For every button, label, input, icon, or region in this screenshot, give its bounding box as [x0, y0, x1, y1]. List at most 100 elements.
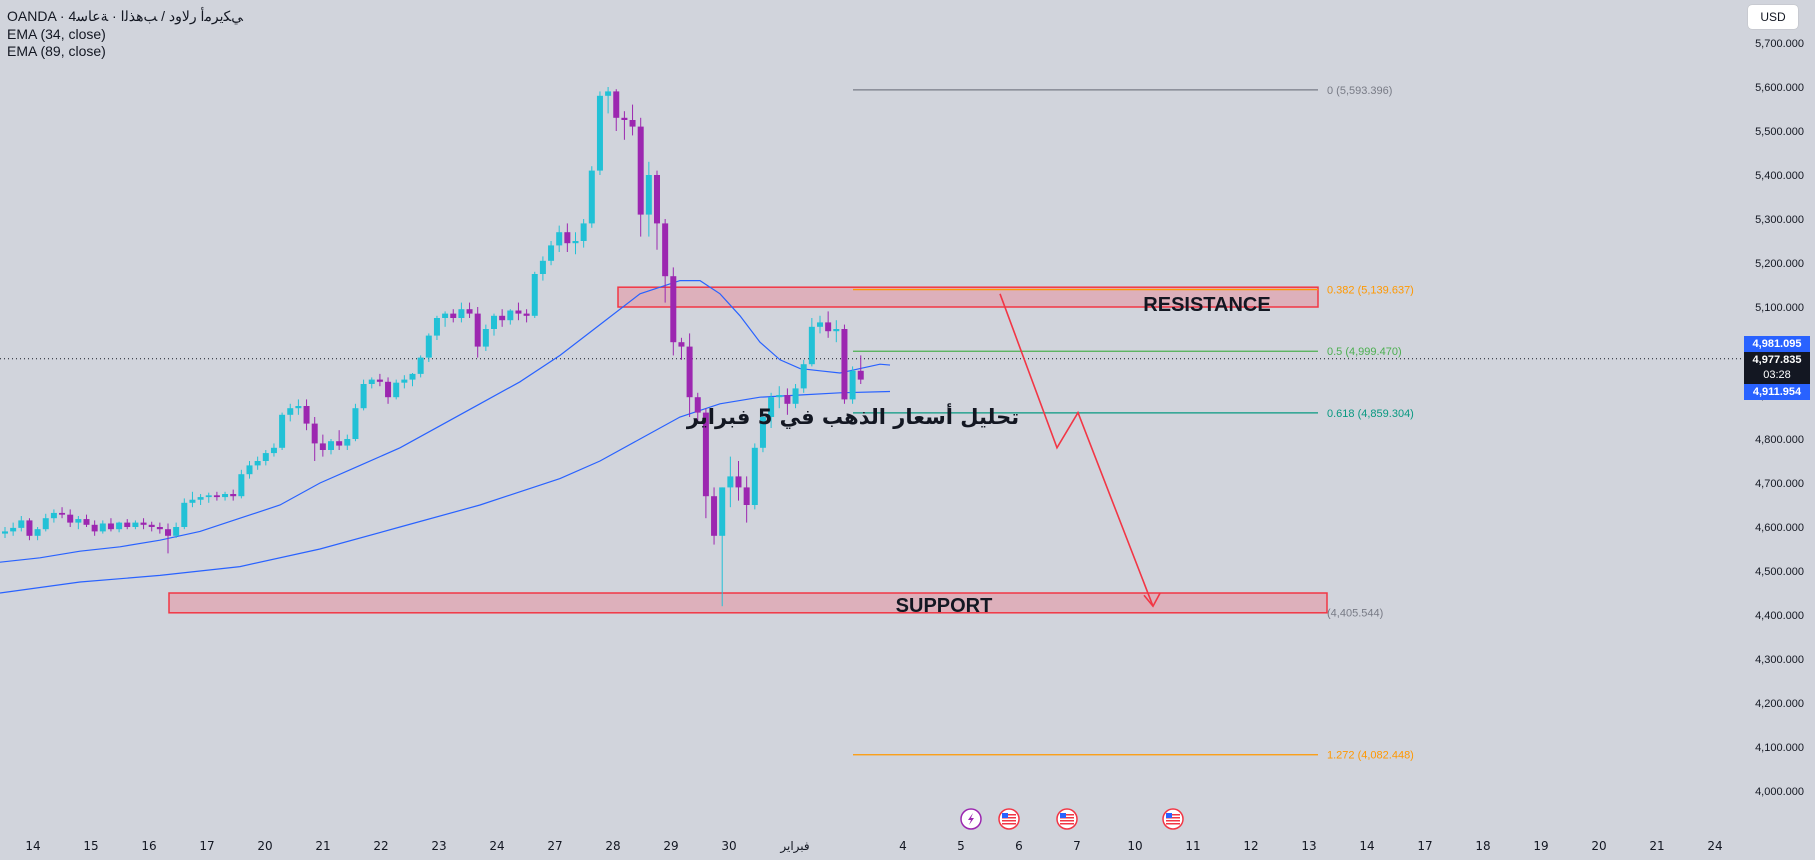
candle-body	[727, 476, 734, 488]
us-flag-icon[interactable]	[1056, 808, 1078, 830]
flag-stripe	[1060, 823, 1074, 825]
us-flag-icon[interactable]	[1162, 808, 1184, 830]
candle-body	[409, 373, 416, 380]
x-tick-label: فبراير	[779, 839, 809, 854]
x-tick-label: 10	[1127, 839, 1142, 853]
x-tick-label: 23	[431, 839, 446, 853]
x-tick-label: 11	[1185, 839, 1200, 853]
candle-body	[768, 397, 775, 417]
candle-body	[548, 245, 555, 261]
x-tick-label: 17	[199, 839, 214, 853]
chart-title: تحليل أسعار الذهب في 5 فبراير	[686, 402, 1019, 429]
projection-arrowhead	[1143, 592, 1161, 608]
currency-button[interactable]: USD	[1748, 5, 1798, 29]
candle-body	[165, 529, 171, 536]
y-tick-label: 5,500.000	[1755, 126, 1804, 138]
candle-body	[401, 379, 408, 383]
x-tick-label: 6	[1015, 839, 1023, 853]
flag-stripe	[1060, 817, 1074, 819]
candle-body	[34, 529, 41, 536]
us-flag-icon-circle	[1162, 808, 1184, 830]
candle-body	[116, 522, 123, 530]
y-tick-label: 4,600.000	[1755, 522, 1804, 534]
candle-body	[99, 523, 106, 532]
price-label-bottom: 4,911.954	[1744, 384, 1810, 400]
x-tick-label: 21	[315, 839, 330, 853]
x-tick-label: 28	[605, 839, 620, 853]
candle-body	[336, 441, 343, 446]
candle-body	[645, 175, 652, 215]
candle-body	[270, 447, 277, 454]
flag-stripe	[1002, 817, 1016, 819]
candle-body	[719, 487, 726, 536]
us-flag-icon-circle	[1056, 808, 1078, 830]
candle-body	[376, 379, 383, 382]
y-tick-label: 4,200.000	[1755, 698, 1804, 710]
flag-stripe	[1002, 820, 1016, 822]
projection-path	[999, 293, 1154, 607]
candle-body	[792, 388, 799, 404]
candle-body	[841, 329, 848, 400]
price-label-top: 4,981.095	[1744, 336, 1810, 352]
us-flag-icon[interactable]	[998, 808, 1020, 830]
ema34-legend[interactable]: EMA (34, close)	[7, 25, 106, 42]
candle-body	[59, 512, 66, 515]
x-tick-label: 12	[1243, 839, 1258, 853]
candle-body	[825, 322, 832, 332]
candle-body	[678, 342, 685, 347]
candle-body	[817, 322, 823, 327]
candle-body	[759, 417, 766, 448]
fib-label-1.272: 1.272 (4,082.448)	[1327, 750, 1414, 762]
candle-body	[83, 519, 90, 525]
y-tick-label: 5,100.000	[1755, 302, 1804, 314]
x-tick-label: 29	[663, 839, 678, 853]
candle-body	[319, 443, 326, 450]
x-tick-label: 16	[141, 839, 156, 853]
flag-canton	[1060, 813, 1066, 818]
y-tick-label: 5,700.000	[1755, 38, 1804, 50]
flag-stripe	[1002, 814, 1016, 816]
candle-body	[784, 395, 791, 404]
candle-body	[124, 522, 131, 527]
candle-body	[613, 91, 620, 118]
candle-body	[580, 223, 587, 241]
candle-body	[360, 384, 367, 409]
candle-body	[450, 313, 457, 318]
candle-body	[344, 439, 351, 446]
candle-body	[262, 453, 269, 461]
candle-body	[857, 370, 864, 380]
candle-body	[499, 315, 506, 321]
candle-body	[743, 487, 750, 505]
fib-label-1: (4,405.544)	[1327, 608, 1383, 620]
candle-body	[197, 497, 204, 500]
symbol-title[interactable]: OANDA · ﻲﻜﻳﺮﻣﺃ ﺭﻻﻭﺩ / ﺐﻫﺬﻟﺍ · ﺔﻋﺎﺳ4	[7, 8, 243, 24]
candle-body	[352, 408, 359, 439]
candle-body	[173, 527, 180, 536]
x-tick-label: 5	[957, 839, 965, 853]
candle-body	[507, 310, 514, 321]
ema89-legend[interactable]: EMA (89, close)	[7, 43, 106, 59]
candle-body	[694, 397, 701, 413]
candle-body	[417, 357, 424, 374]
candle-body	[556, 232, 563, 246]
candle-body	[156, 527, 163, 530]
x-tick-label: 22	[373, 839, 388, 853]
candle-body	[670, 276, 677, 343]
lightning-icon[interactable]	[960, 808, 982, 830]
x-tick-label: 18	[1475, 839, 1490, 853]
candle-body	[808, 326, 815, 365]
candle-body	[654, 175, 660, 224]
candle-body	[42, 518, 49, 530]
candle-body	[181, 502, 188, 527]
x-tick-label: 19	[1533, 839, 1548, 853]
flag-stripe	[1166, 823, 1180, 825]
candle-body	[132, 522, 139, 527]
y-tick-label: 5,600.000	[1755, 82, 1804, 94]
fib-label-0: 0 (5,593.396)	[1327, 85, 1392, 97]
candle-body	[279, 414, 286, 448]
candle-body	[205, 495, 212, 498]
flag-stripe	[1060, 820, 1074, 822]
y-tick-label: 5,300.000	[1755, 214, 1804, 226]
